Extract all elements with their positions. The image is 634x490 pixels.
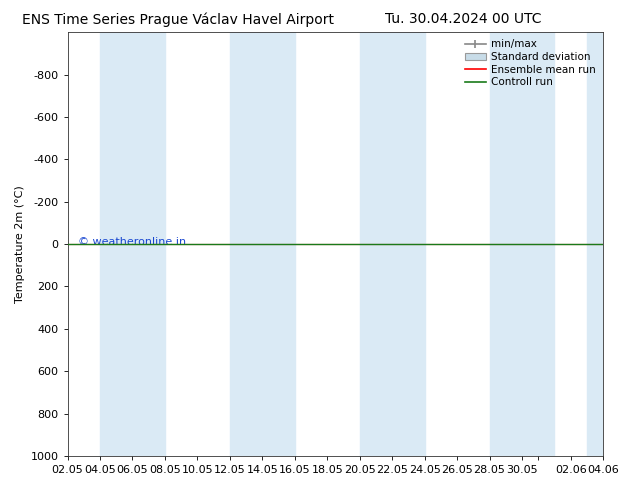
Y-axis label: Temperature 2m (°C): Temperature 2m (°C) [15, 185, 25, 303]
Bar [587, 32, 603, 456]
Bar [392, 32, 425, 456]
Bar [359, 32, 392, 456]
Text: © weatheronline.in: © weatheronline.in [78, 237, 186, 247]
Bar [230, 32, 262, 456]
Bar [522, 32, 555, 456]
Text: ENS Time Series Prague Václav Havel Airport: ENS Time Series Prague Václav Havel Airp… [22, 12, 333, 27]
Bar [133, 32, 165, 456]
Bar [262, 32, 295, 456]
Bar [489, 32, 522, 456]
Legend: min/max, Standard deviation, Ensemble mean run, Controll run: min/max, Standard deviation, Ensemble me… [463, 37, 598, 89]
Bar [100, 32, 133, 456]
Text: Tu. 30.04.2024 00 UTC: Tu. 30.04.2024 00 UTC [385, 12, 541, 26]
